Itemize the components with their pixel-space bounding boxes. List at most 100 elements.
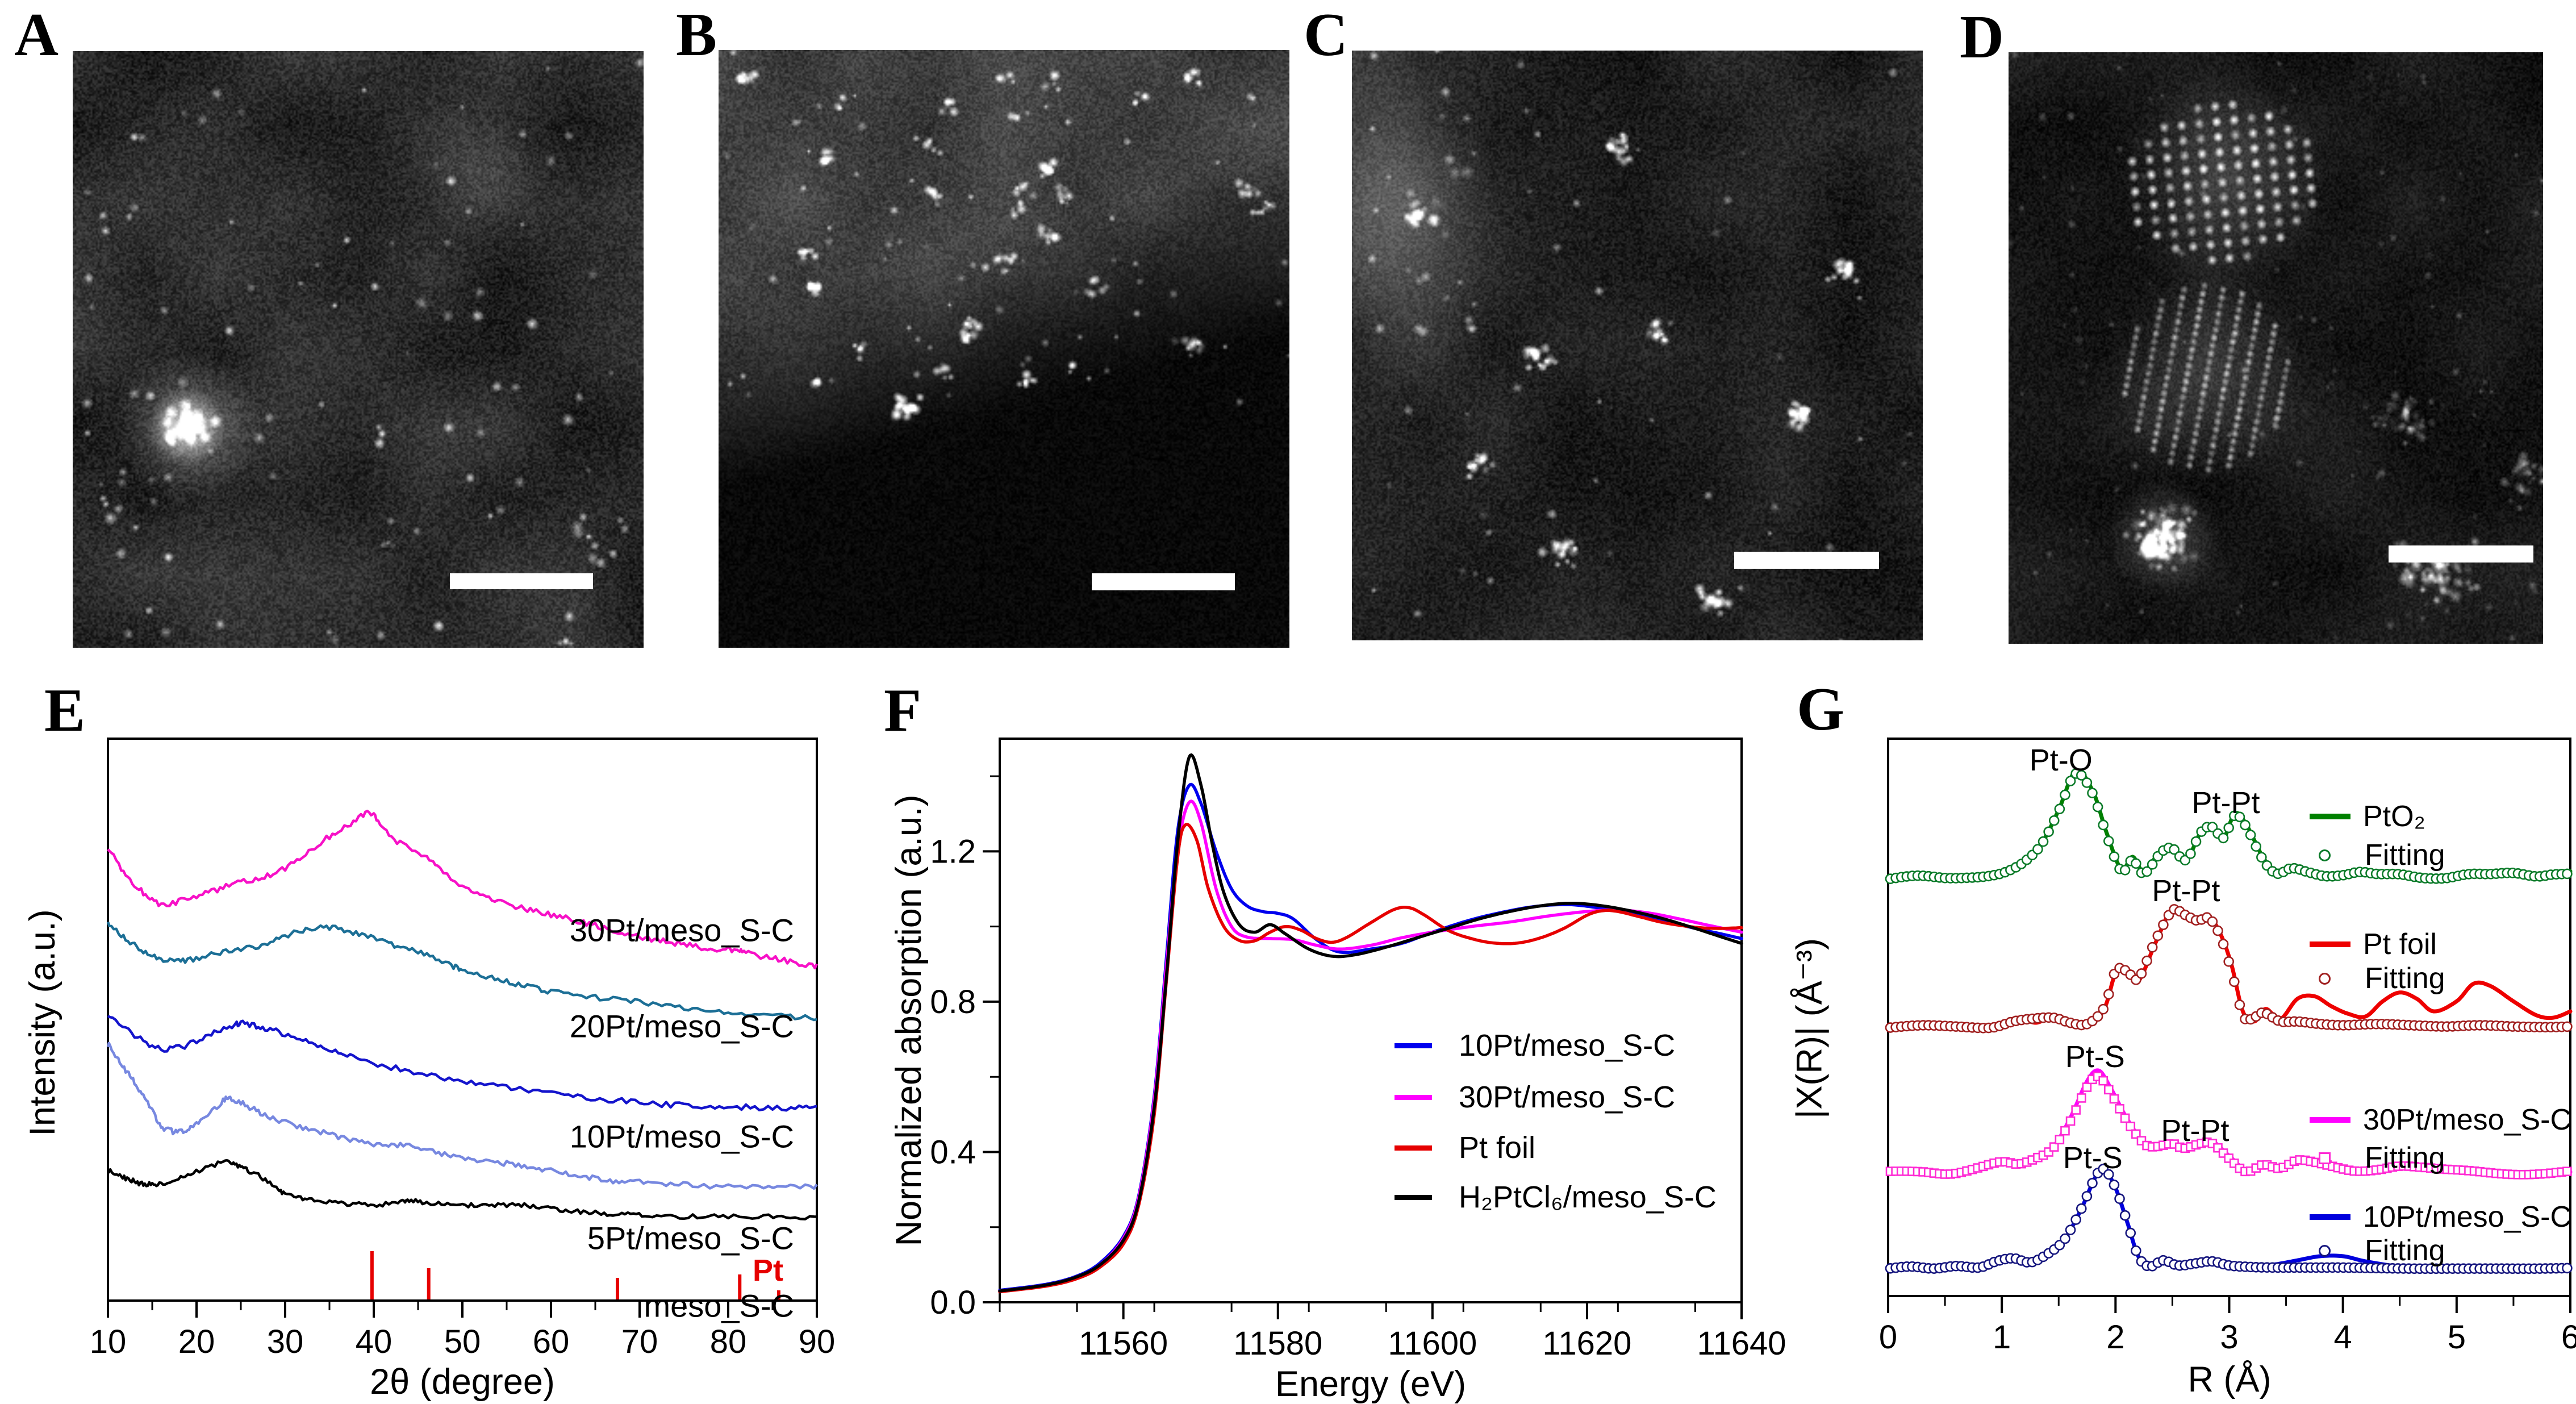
- peak-label-pt-pt-3: Pt-Pt: [2161, 1114, 2230, 1148]
- svg-text:1.2: 1.2: [930, 833, 976, 870]
- panel-label-g: G: [1797, 676, 1845, 743]
- legend-label: PtO₂: [2363, 800, 2425, 833]
- exafs-legend-10pt: 10Pt/meso_S-C: [2310, 1200, 2571, 1234]
- xrd-pt-reference-label: Pt: [753, 1253, 783, 1288]
- legend-line-swatch: [2310, 941, 2350, 947]
- svg-text:6: 6: [2561, 1319, 2576, 1356]
- panel-label-c: C: [1304, 1, 1348, 69]
- xrd-curve-label-10pt: 10Pt/meso_S-C: [569, 1118, 794, 1155]
- panel-label-f: F: [884, 677, 921, 744]
- stem-micrograph-a: [73, 51, 644, 648]
- xrd-curve-label-30pt: 30Pt/meso_S-C: [569, 912, 794, 948]
- xrd-curve-label-5pt: 5Pt/meso_S-C: [587, 1220, 794, 1256]
- peak-label-pt-pt-1: Pt-Pt: [2191, 786, 2260, 820]
- xrd-x-axis-title: 2θ (degree): [370, 1362, 555, 1402]
- stem-image-c: [1352, 51, 1923, 640]
- svg-text:10: 10: [90, 1323, 127, 1360]
- scale-bar-d: [2389, 545, 2533, 563]
- svg-text:2: 2: [2106, 1319, 2124, 1356]
- stem-image-a: [73, 51, 644, 648]
- exafs-x-axis-title: R (Å): [2187, 1360, 2272, 1399]
- legend-line-swatch: [1395, 1094, 1432, 1100]
- scale-bar-a: [450, 573, 593, 589]
- panel-label-e: E: [44, 677, 86, 744]
- scale-bar-b: [1092, 573, 1235, 590]
- xrd-curve-label-meso: meso_S-C: [644, 1288, 794, 1324]
- svg-text:11600: 11600: [1388, 1325, 1477, 1362]
- xanes-legend-10pt: 10Pt/meso_S-C: [1395, 1028, 1675, 1063]
- svg-text:60: 60: [533, 1323, 570, 1360]
- svg-text:20: 20: [178, 1323, 215, 1360]
- svg-text:0.4: 0.4: [930, 1134, 976, 1170]
- svg-text:1: 1: [1993, 1319, 2011, 1356]
- xanes-legend-ptfoil: Pt foil: [1395, 1130, 1535, 1165]
- exafs-legend-ptfoil: Pt foil: [2310, 927, 2437, 961]
- legend-fit-marker: [2319, 1152, 2331, 1164]
- legend-label: Pt foil: [1459, 1131, 1536, 1165]
- legend-label: 10Pt/meso_S-C: [1459, 1028, 1676, 1063]
- svg-text:11620: 11620: [1542, 1325, 1631, 1362]
- xanes-x-axis-title: Energy (eV): [1275, 1364, 1467, 1404]
- svg-text:90: 90: [799, 1323, 836, 1360]
- legend-label: Fitting: [2365, 1141, 2445, 1174]
- svg-text:30: 30: [267, 1323, 304, 1360]
- stem-image-d: [2009, 52, 2543, 644]
- xanes-legend-h2ptcl6: H₂PtCl₆/meso_S-C: [1395, 1180, 1717, 1215]
- peak-label-pt-s-1: Pt-S: [2065, 1040, 2125, 1074]
- legend-line-swatch: [2310, 1117, 2350, 1123]
- legend-label: 10Pt/meso_S-C: [2363, 1201, 2572, 1234]
- svg-text:11640: 11640: [1697, 1325, 1786, 1362]
- legend-fit-marker: [2319, 1244, 2331, 1257]
- stem-micrograph-c: [1352, 51, 1923, 640]
- legend-label: Fitting: [2365, 1234, 2445, 1267]
- exafs-legend-pto2-fit: Fitting: [2310, 838, 2445, 872]
- scale-bar-c: [1734, 552, 1879, 569]
- legend-label: 30Pt/meso_S-C: [1459, 1080, 1676, 1114]
- legend-line-swatch: [1395, 1194, 1432, 1200]
- svg-text:11580: 11580: [1233, 1325, 1322, 1362]
- legend-line-swatch: [1395, 1043, 1432, 1048]
- stem-micrograph-d: [2009, 52, 2543, 644]
- peak-label-pt-pt-2: Pt-Pt: [2152, 874, 2220, 908]
- xrd-curve-label-20pt: 20Pt/meso_S-C: [569, 1008, 794, 1044]
- exafs-legend-30pt: 30Pt/meso_S-C: [2310, 1103, 2571, 1137]
- legend-line-swatch: [2310, 814, 2350, 819]
- legend-label: Fitting: [2365, 962, 2445, 995]
- exafs-y-axis-title: |X(R)| (Å⁻³): [1789, 938, 1830, 1119]
- exafs-legend-ptfoil-fit: Fitting: [2310, 961, 2445, 995]
- legend-fit-marker: [2319, 972, 2331, 985]
- stem-micrograph-b: [719, 50, 1289, 648]
- legend-line-swatch: [2310, 1214, 2350, 1220]
- svg-text:50: 50: [444, 1323, 481, 1360]
- exafs-legend-10pt-fit: Fitting: [2310, 1234, 2445, 1268]
- svg-text:11560: 11560: [1079, 1325, 1168, 1362]
- legend-label: Pt foil: [2363, 928, 2437, 961]
- legend-label: Fitting: [2365, 839, 2445, 872]
- svg-text:40: 40: [356, 1323, 393, 1360]
- peak-label-pt-s-2: Pt-S: [2063, 1141, 2123, 1175]
- svg-text:0.0: 0.0: [930, 1284, 976, 1321]
- svg-text:5: 5: [2448, 1319, 2466, 1356]
- peak-label-pt-o: Pt-O: [2029, 743, 2093, 777]
- svg-text:4: 4: [2334, 1319, 2352, 1356]
- svg-text:80: 80: [710, 1323, 747, 1360]
- panel-label-b: B: [676, 1, 717, 69]
- panel-label-a: A: [14, 1, 59, 69]
- xanes-y-axis-title: Normalized absorption (a.u.): [889, 794, 929, 1247]
- svg-text:0.8: 0.8: [930, 984, 976, 1020]
- stem-image-b: [719, 50, 1289, 648]
- panel-label-d: D: [1960, 3, 2004, 71]
- exafs-legend-pto2: PtO₂: [2310, 799, 2425, 834]
- xanes-legend-30pt: 30Pt/meso_S-C: [1395, 1080, 1675, 1115]
- xrd-y-axis-title: Intensity (a.u.): [23, 909, 62, 1136]
- legend-line-swatch: [1395, 1145, 1432, 1151]
- legend-label: H₂PtCl₆/meso_S-C: [1459, 1180, 1717, 1214]
- exafs-legend-30pt-fit: Fitting: [2310, 1141, 2445, 1175]
- legend-label: 30Pt/meso_S-C: [2363, 1103, 2572, 1136]
- svg-text:0: 0: [1879, 1319, 1897, 1356]
- legend-fit-marker: [2319, 849, 2331, 861]
- svg-text:3: 3: [2220, 1319, 2238, 1356]
- svg-text:70: 70: [621, 1323, 658, 1360]
